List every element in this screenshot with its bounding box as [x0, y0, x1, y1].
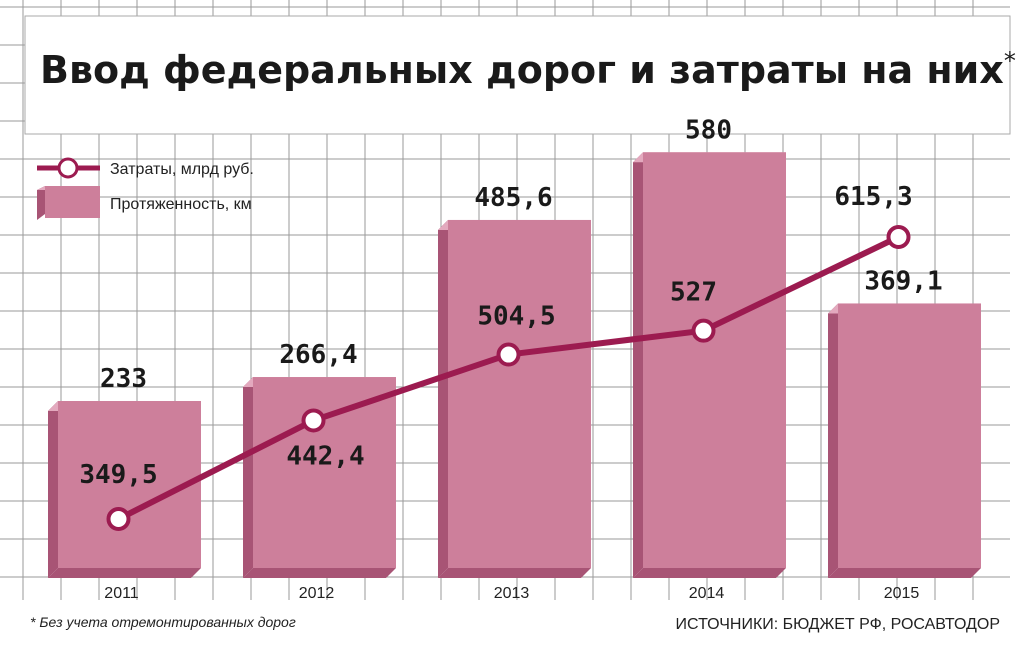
line-point [496, 342, 521, 367]
bar [633, 152, 786, 578]
line-value-label: 615,3 [834, 182, 912, 212]
bar-side [633, 152, 643, 578]
bar-front [643, 152, 786, 568]
legend-label-line: Затраты, млрд руб. [110, 161, 254, 178]
legend-line-marker [57, 157, 79, 179]
title-mark: * [1004, 47, 1016, 75]
bar [48, 401, 201, 578]
bar-value-label: 233 [100, 364, 147, 394]
bar-value-label: 485,6 [474, 183, 552, 213]
bar-side [828, 303, 838, 578]
legend-bar-swatch [45, 186, 100, 218]
footnote: * Без учета отремонтированных дорог [30, 614, 296, 630]
line-value-label: 442,4 [286, 441, 364, 471]
bar-bottom [828, 568, 981, 578]
source: ИСТОЧНИКИ: БЮДЖЕТ РФ, РОСАВТОДОР [676, 616, 1000, 633]
x-tick-label: 2014 [689, 585, 725, 602]
x-tick-label: 2012 [299, 585, 335, 602]
line-value-label: 349,5 [79, 460, 157, 490]
line-point [886, 225, 911, 249]
legend: Затраты, млрд руб. Протяженность, км [37, 157, 254, 220]
line-value-label: 504,5 [477, 302, 555, 332]
bar-value-label: 266,4 [279, 340, 357, 370]
bar-front [448, 219, 591, 568]
bar-value-label: 369,1 [864, 266, 942, 296]
x-tick-label: 2015 [884, 585, 920, 602]
bar-side [48, 401, 58, 578]
legend-bar-swatch-side [37, 186, 45, 220]
line-series [106, 225, 911, 531]
line-point [691, 318, 716, 343]
line-point [301, 408, 326, 433]
legend-label-bar: Протяженность, км [110, 196, 252, 213]
x-axis-labels: 2011 2012 2013 2014 2015 [104, 585, 919, 602]
bar-front [58, 401, 201, 568]
line-value-label: 527 [670, 278, 717, 308]
chart-title-text: Ввод федеральных дорог и затраты на них [40, 48, 1004, 92]
x-tick-label: 2013 [494, 585, 530, 602]
x-tick-label: 2011 [104, 585, 139, 602]
bar-bottom [633, 568, 786, 578]
bar-bottom [243, 568, 396, 578]
bar [438, 219, 591, 578]
bar-front [838, 303, 981, 568]
value-labels: 233 266,4 485,6 580 369,1 349,5 442,4 504,5 527 6… [79, 115, 942, 490]
bar-side [438, 219, 448, 578]
chart-title: Ввод федеральных дорог и затраты на них* [40, 47, 1016, 92]
bar-bottom [438, 568, 591, 578]
bar [243, 377, 396, 578]
bar-front [253, 377, 396, 568]
bars [48, 152, 981, 578]
bar-bottom [48, 568, 201, 578]
bar [828, 303, 981, 578]
line-point [106, 507, 131, 531]
title-box [24, 15, 1011, 135]
bar-side [243, 377, 253, 578]
bar-value-label: 580 [685, 115, 732, 145]
